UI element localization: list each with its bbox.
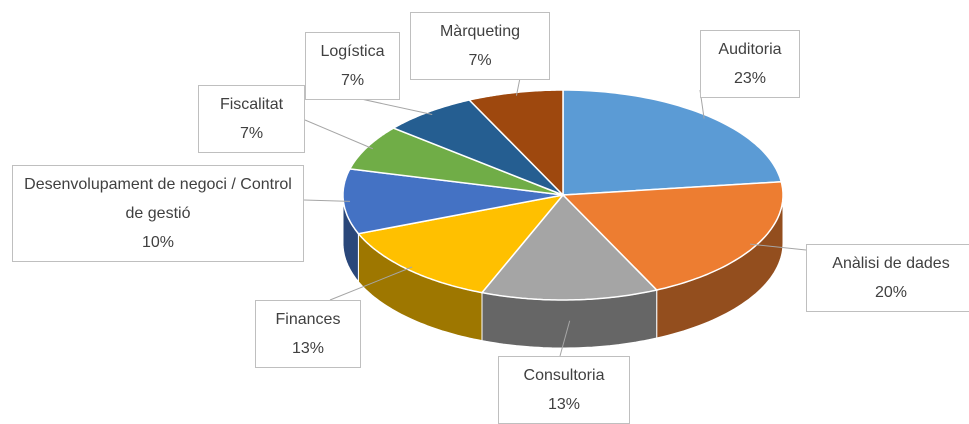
slice — [348, 127, 564, 196]
leader-line — [559, 320, 571, 357]
data-label: Logística 7% — [305, 32, 400, 100]
leader-line — [749, 243, 807, 251]
data-label: Consultoria 13% — [498, 356, 630, 424]
data-label: Finances 13% — [255, 300, 361, 368]
leader-line — [329, 266, 413, 301]
data-label: Màrqueting 7% — [410, 12, 550, 80]
value-label: 20% — [874, 284, 908, 301]
data-label: Anàlisi de dades 20% — [806, 244, 969, 312]
category-label: Logística — [320, 43, 385, 60]
slice — [391, 99, 564, 196]
value-label: 10% — [141, 234, 175, 251]
value-label: 7% — [340, 72, 365, 89]
data-label: Auditoria 23% — [700, 30, 800, 98]
category-label: Fiscalitat — [219, 96, 284, 113]
value-label: 23% — [733, 70, 767, 87]
category-label: Desenvolupament de negoci / Control de g… — [24, 176, 292, 222]
data-label: Desenvolupament de negoci / Control de g… — [12, 165, 304, 262]
value-label: 13% — [291, 340, 325, 357]
leader-line — [304, 119, 374, 150]
category-label: Auditoria — [718, 41, 782, 58]
data-label: Fiscalitat 7% — [198, 85, 305, 153]
slice — [562, 89, 783, 196]
category-label: Anàlisi de dades — [832, 255, 950, 272]
slice — [467, 89, 564, 197]
leader-line — [515, 77, 521, 96]
value-label: 7% — [468, 52, 492, 69]
value-label: 7% — [239, 125, 264, 142]
value-label: 13% — [547, 396, 581, 413]
leader-line — [303, 199, 351, 202]
category-label: Consultoria — [523, 367, 605, 384]
category-label: Finances — [275, 311, 341, 328]
slice — [480, 193, 659, 301]
category-label: Màrqueting — [439, 23, 521, 40]
slice — [561, 181, 784, 291]
